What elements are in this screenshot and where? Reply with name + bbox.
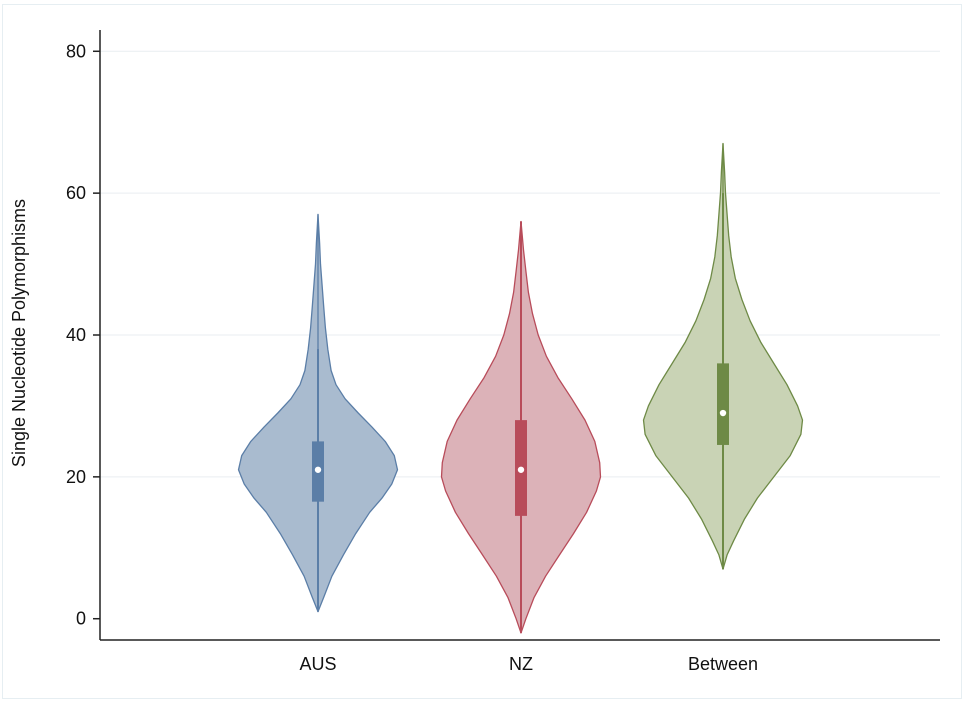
y-ticks: 0 20 40 60 80 [66, 41, 100, 629]
x-category-label: Between [688, 654, 758, 674]
y-tick-label: 20 [66, 467, 86, 487]
violin-nz [440, 220, 602, 634]
x-category-label: NZ [509, 654, 533, 674]
y-axis-title: Single Nucleotide Polymorphisms [9, 199, 29, 467]
iqr-box [717, 363, 729, 445]
y-tick-label: 60 [66, 183, 86, 203]
violins [237, 142, 804, 634]
median-marker [517, 466, 525, 473]
x-category-label: AUS [299, 654, 336, 674]
x-category-labels: AUS NZ Between [299, 654, 758, 674]
y-tick-label: 0 [76, 609, 86, 629]
y-tick-label: 80 [66, 41, 86, 61]
median-marker [314, 466, 322, 473]
violin-aus [237, 213, 399, 613]
chart-border [2, 4, 962, 699]
violin-between [642, 142, 804, 570]
y-tick-label: 40 [66, 325, 86, 345]
median-marker [719, 409, 727, 417]
